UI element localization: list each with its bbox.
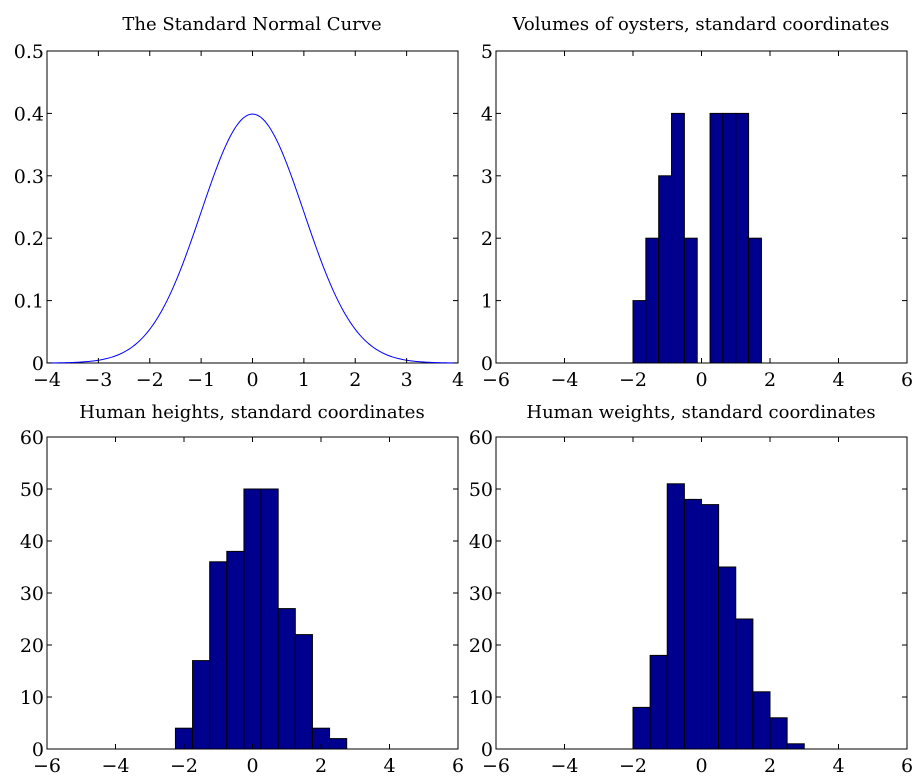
x-tick-label: −4 — [33, 369, 61, 391]
y-tick-label: 40 — [469, 531, 493, 553]
y-tick-label: 3 — [481, 166, 493, 188]
x-tick-label: 6 — [901, 369, 913, 391]
x-tick-label: −4 — [550, 755, 578, 777]
histogram-bar — [786, 743, 805, 750]
axes-frame — [495, 50, 908, 364]
y-tick-label: 1 — [481, 291, 493, 313]
histogram-bar — [277, 608, 296, 750]
histogram-bar — [671, 112, 685, 364]
x-tick-label: 2 — [315, 755, 327, 777]
x-tick-label: 2 — [349, 369, 361, 391]
y-tick-label: 0.1 — [14, 291, 44, 313]
histogram-bar — [329, 738, 348, 750]
x-tick-label: 4 — [452, 369, 464, 391]
subplot-standard-normal: The Standard Normal Curve −4 −3 −2 −1 0 1 2 3 4 0… — [14, 14, 464, 391]
y-tick-label: 5 — [481, 41, 493, 63]
y-tick-label: 0 — [32, 353, 44, 375]
y-tick-label: 0 — [481, 353, 493, 375]
x-tick-label: −1 — [187, 369, 215, 391]
chart-title: The Standard Normal Curve — [122, 14, 381, 35]
x-tick-label: 0 — [695, 755, 707, 777]
y-tick-label: 4 — [481, 103, 493, 125]
y-tick-label: 0.4 — [14, 103, 44, 125]
x-tick-label: 4 — [383, 755, 395, 777]
y-tick-label: 60 — [20, 427, 44, 449]
histogram-bar — [683, 237, 698, 364]
x-tick-label: 4 — [832, 755, 844, 777]
histogram-bar — [748, 237, 762, 364]
histogram-bar — [226, 550, 245, 750]
histogram-bar — [735, 112, 750, 364]
subplot-human-weights: Human weights, standard coordinates −6 −4… — [469, 402, 913, 777]
axes-frame — [46, 50, 459, 364]
x-tick-label: 6 — [901, 755, 913, 777]
histogram-bar — [658, 175, 673, 364]
histogram-bar — [192, 660, 211, 750]
x-tick-label: −4 — [550, 369, 578, 391]
histogram-bar — [243, 488, 262, 750]
y-tick-label: 0 — [32, 739, 44, 761]
y-tick-label: 50 — [20, 479, 44, 501]
x-tick-label: −6 — [33, 755, 61, 777]
subplot-oyster-volumes: Volumes of oysters, standard coordinates… — [481, 14, 913, 391]
histogram-bar — [701, 504, 720, 750]
y-tick-label: 0.5 — [14, 41, 44, 63]
subplot-human-heights: Human heights, standard coordinates −6 −4… — [20, 402, 464, 777]
histogram-bar — [649, 654, 668, 750]
x-tick-label: 2 — [764, 369, 776, 391]
y-tick-label: 10 — [469, 687, 493, 709]
x-tick-label: −2 — [136, 369, 164, 391]
y-tick-label: 20 — [20, 635, 44, 657]
y-tick-label: 30 — [469, 583, 493, 605]
x-tick-label: −3 — [84, 369, 112, 391]
histogram-bar — [632, 706, 651, 750]
histogram-bar — [683, 498, 702, 750]
y-tick-label: 2 — [481, 228, 493, 250]
x-tick-label: −4 — [101, 755, 129, 777]
histogram-bar — [752, 691, 771, 750]
y-tick-label: 0.3 — [14, 166, 44, 188]
x-tick-label: 0 — [246, 755, 258, 777]
histogram-bar — [209, 561, 228, 750]
x-tick-label: 1 — [298, 369, 310, 391]
y-tick-label: 0 — [481, 739, 493, 761]
histogram-bar — [645, 237, 660, 364]
y-tick-label: 60 — [469, 427, 493, 449]
x-tick-label: 0 — [246, 369, 258, 391]
x-tick-label: 4 — [832, 369, 844, 391]
histogram-bar — [722, 112, 737, 364]
y-tick-label: 50 — [469, 479, 493, 501]
chart-title: Human heights, standard coordinates — [79, 402, 424, 423]
y-tick-label: 10 — [20, 687, 44, 709]
chart-title: Volumes of oysters, standard coordinates — [512, 14, 890, 35]
x-tick-label: −6 — [482, 369, 510, 391]
x-tick-label: 6 — [452, 755, 464, 777]
histogram-bar — [260, 488, 279, 750]
x-tick-label: 3 — [401, 369, 413, 391]
histogram-bar — [666, 483, 685, 750]
x-tick-label: −6 — [482, 755, 510, 777]
histogram-bar — [632, 300, 647, 364]
histogram-bar — [769, 717, 788, 750]
y-tick-label: 30 — [20, 583, 44, 605]
histogram-bar — [709, 112, 724, 364]
x-tick-label: −2 — [619, 369, 647, 391]
x-tick-label: 0 — [695, 369, 707, 391]
histogram-bar — [294, 634, 313, 750]
y-tick-label: 40 — [20, 531, 44, 553]
chart-title: Human weights, standard coordinates — [526, 402, 875, 423]
y-tick-label: 0.2 — [14, 228, 44, 250]
y-tick-label: 20 — [469, 635, 493, 657]
normal-curve-line — [46, 113, 459, 364]
x-tick-label: −2 — [170, 755, 198, 777]
x-tick-label: 2 — [764, 755, 776, 777]
histogram-bar — [718, 566, 737, 750]
x-tick-label: −2 — [619, 755, 647, 777]
histogram-bar — [735, 618, 754, 750]
